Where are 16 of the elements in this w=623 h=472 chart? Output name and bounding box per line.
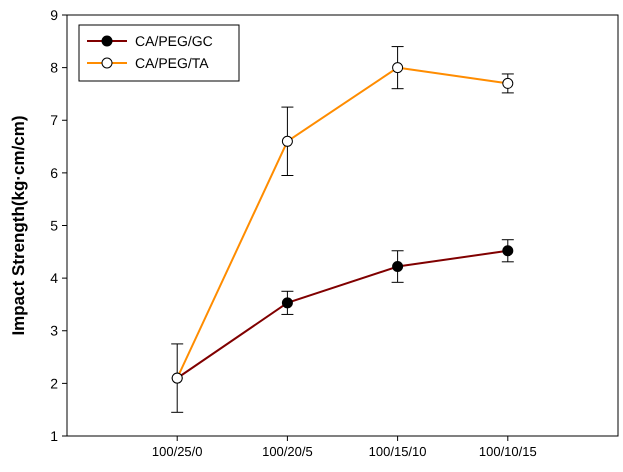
legend-label: CA/PEG/GC [135, 32, 213, 49]
y-tick-label: 6 [50, 164, 58, 181]
y-axis-title: Impact Strength(kg·cm/cm) [9, 115, 28, 336]
y-tick-label: 8 [50, 60, 58, 76]
x-tick-label: 100/20/5 [262, 444, 313, 459]
y-tick-label: 9 [50, 6, 58, 23]
y-tick-label: 7 [50, 112, 58, 128]
y-tick-label: 5 [50, 217, 58, 234]
x-tick-label: 100/15/10 [368, 444, 427, 459]
y-tick-label: 2 [50, 375, 58, 392]
x-tick-label: 100/25/0 [152, 444, 203, 459]
y-tick-label: 1 [50, 428, 58, 444]
legend-label: CA/PEG/TA [135, 54, 210, 71]
y-tick-label: 4 [50, 270, 58, 286]
x-tick-label: 100/10/15 [478, 444, 537, 459]
y-tick-label: 3 [50, 322, 58, 339]
